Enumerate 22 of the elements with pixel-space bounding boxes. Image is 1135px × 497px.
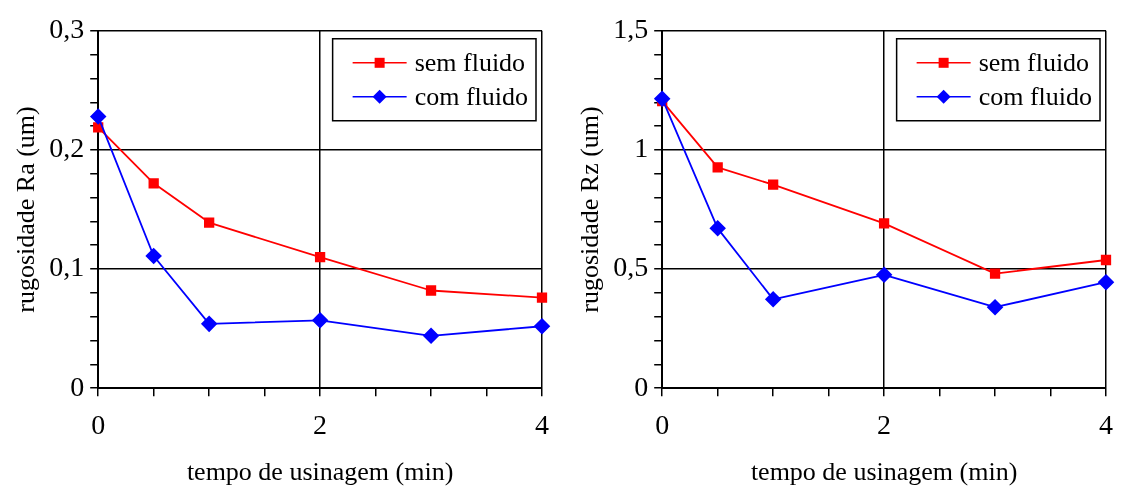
y-tick-label: 1,5 [613,13,649,45]
x-tick-label: 0 [655,409,670,441]
y-tick-label: 0,2 [49,132,85,164]
y-tick-label: 0,3 [49,13,85,45]
y-axis-title: rugosidade Ra (um) [11,106,41,313]
x-tick-label: 4 [1099,409,1113,441]
y-tick-label: 0 [634,370,649,402]
y-tick-label: 0,1 [49,251,85,283]
x-tick-label: 4 [535,409,549,441]
y-tick-label: 0,5 [613,251,649,283]
x-tick-label: 2 [877,409,892,441]
x-axis-title: tempo de usinagem (min) [186,457,454,487]
x-axis-title: tempo de usinagem (min) [750,457,1018,487]
legend-label: sem fluido [414,47,526,77]
x-tick-label: 0 [91,409,106,441]
legend-label: com fluido [414,81,529,111]
legend-label: com fluido [978,81,1093,111]
x-tick-label: 2 [313,409,328,441]
y-tick-label: 1 [634,132,649,164]
y-axis-title: rugosidade Rz (um) [575,106,605,313]
legend-label: sem fluido [978,47,1090,77]
y-tick-label: 0 [70,370,85,402]
